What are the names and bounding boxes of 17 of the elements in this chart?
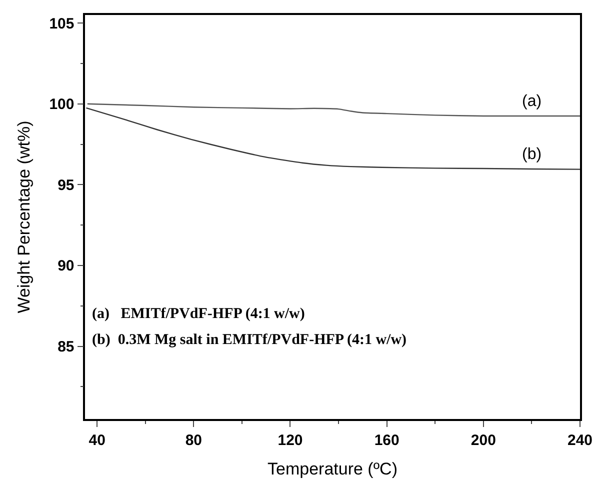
y-tick-label: 85 [58, 338, 74, 356]
annotation: (b) 0.3M Mg salt in EMITf/PVdF-HFP (4:1 w/w) [92, 332, 407, 348]
y-tick-label: 105 [49, 15, 74, 32]
y-axis-title: Weight Percentage (wt%) [14, 120, 34, 314]
x-axis-title: Temperature (ºC) [268, 460, 398, 479]
y-tick-label: 90 [58, 258, 74, 275]
x-tick-label: 40 [88, 432, 106, 449]
annotation: (a) EMITf/PVdF-HFP (4:1 w/w) [92, 306, 305, 322]
x-tick-label: 200 [470, 432, 496, 449]
annotation: (b) [522, 146, 542, 163]
x-tick-label: 80 [185, 432, 202, 449]
x-tick-label: 120 [278, 432, 303, 449]
y-tick-label: 95 [58, 176, 74, 194]
y-tick-label: 100 [49, 96, 74, 114]
x-tick-label: 240 [567, 432, 593, 449]
x-tick-label: 160 [374, 432, 400, 449]
annotation: (a) [522, 93, 542, 110]
